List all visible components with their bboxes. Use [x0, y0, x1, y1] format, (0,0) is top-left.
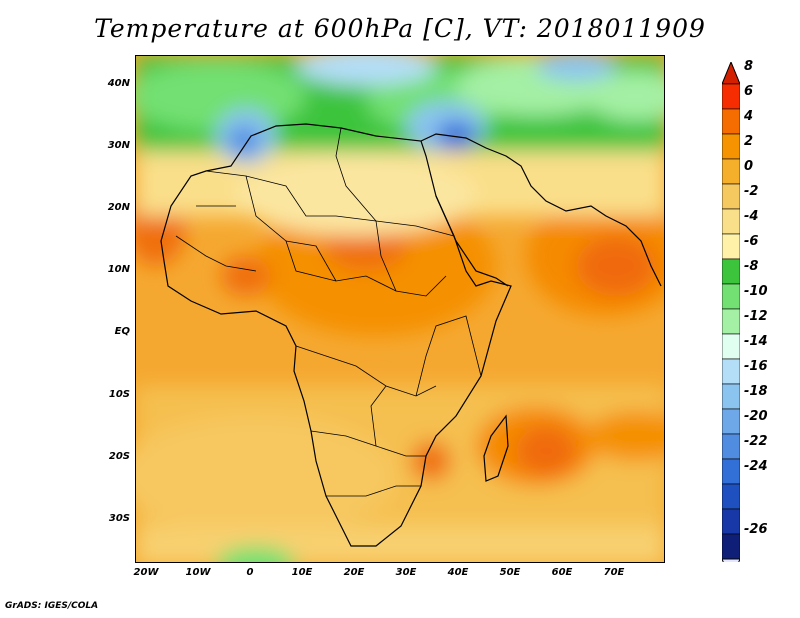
colorbar-swatch: [722, 483, 740, 510]
colorbar-swatch: [722, 333, 740, 360]
colorbar-label: -6: [744, 234, 759, 249]
temperature-map: [136, 56, 664, 562]
lat-label-30n: 30N: [107, 140, 130, 151]
colorbar-label: -8: [744, 259, 759, 274]
lon-label-0: 0: [246, 567, 254, 578]
colorbar: [722, 62, 740, 562]
colorbar-swatch: [722, 133, 740, 160]
colorbar-label: -4: [744, 209, 759, 224]
colorbar-label: -20: [744, 409, 768, 424]
lon-label-30e: 30E: [395, 567, 417, 578]
colorbar-label: 4: [744, 109, 754, 124]
lon-label-10e: 10E: [291, 567, 313, 578]
colorbar-label: -24: [744, 459, 768, 474]
colorbar-swatch: [722, 158, 740, 185]
colorbar-swatch: [722, 508, 740, 535]
colorbar-label: 8: [744, 59, 754, 74]
colorbar-label: -26: [744, 522, 768, 537]
colorbar-label: 6: [744, 84, 754, 99]
lat-label-10s: 10S: [108, 389, 130, 400]
colorbar-swatch: [722, 408, 740, 435]
colorbar-label: 2: [744, 134, 754, 149]
colorbar-label: -16: [744, 359, 768, 374]
lat-label-30s: 30S: [108, 513, 130, 524]
chart-title: Temperature at 600hPa [C], VT: 201801190…: [94, 14, 706, 43]
colorbar-swatch: [722, 458, 740, 485]
coastlines: [160, 123, 662, 547]
lon-label-20e: 20E: [343, 567, 365, 578]
lat-label-20s: 20S: [108, 451, 130, 462]
colorbar-swatch: [722, 283, 740, 310]
map-plot-area: [135, 55, 665, 563]
lon-label-50e: 50E: [499, 567, 521, 578]
colorbar-label: -14: [744, 334, 768, 349]
colorbar-swatch: [722, 533, 740, 560]
colorbar-swatch: [722, 258, 740, 285]
footer-credit: GrADS: IGES/COLA: [5, 601, 99, 611]
lon-label-10w: 10W: [185, 567, 211, 578]
colorbar-swatch: [722, 233, 740, 260]
lat-label-40n: 40N: [107, 78, 130, 89]
temperature-contours: [136, 56, 664, 562]
lon-label-70e: 70E: [603, 567, 625, 578]
colorbar-label: 0: [744, 159, 754, 174]
lat-label-20n: 20N: [107, 202, 130, 213]
colorbar-swatch: [722, 308, 740, 335]
colorbar-swatch: [722, 108, 740, 135]
colorbar-swatch: [722, 358, 740, 385]
colorbar-swatch: [722, 433, 740, 460]
lat-label-10n: 10N: [107, 264, 130, 275]
colorbar-swatch: [722, 208, 740, 235]
colorbar-label: -10: [744, 284, 768, 299]
colorbar-swatch: [722, 383, 740, 410]
colorbar-label: -18: [744, 384, 768, 399]
colorbar-under-triangle: [722, 558, 740, 562]
colorbar-label: -2: [744, 184, 759, 199]
lon-label-60e: 60E: [551, 567, 573, 578]
colorbar-label: -22: [744, 434, 768, 449]
country-borders: [175, 127, 482, 497]
lat-label-eq: EQ: [114, 326, 130, 337]
lon-label-20w: 20W: [133, 567, 159, 578]
lon-label-40e: 40E: [447, 567, 469, 578]
colorbar-label: -12: [744, 309, 768, 324]
colorbar-over-triangle: [722, 62, 740, 85]
colorbar-swatch: [722, 83, 740, 110]
colorbar-swatch: [722, 183, 740, 210]
